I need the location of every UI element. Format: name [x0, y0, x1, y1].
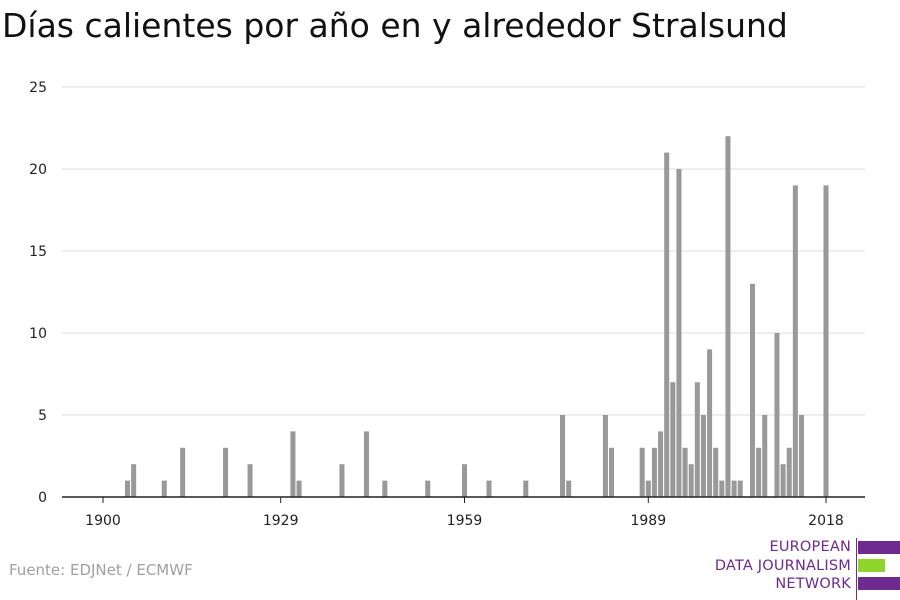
y-tick-label: 10 — [29, 326, 47, 342]
logo-line-3: NETWORK — [775, 576, 851, 592]
bar — [609, 447, 615, 497]
bar — [786, 447, 792, 497]
bar — [676, 169, 682, 497]
bar — [296, 480, 302, 497]
logo-line-2: DATA JOURNALISM — [714, 557, 851, 574]
bar — [700, 415, 706, 497]
bar — [792, 185, 798, 497]
bar — [363, 431, 369, 497]
bar-chart: 0 5 10 15 20 25 1900 1929 1959 1989 2018 — [29, 80, 865, 529]
bar — [486, 480, 492, 497]
bar-series — [124, 136, 829, 497]
bar — [645, 480, 651, 497]
bar — [658, 431, 664, 497]
edjnet-logo: EUROPEAN DATA JOURNALISM NETWORK — [690, 538, 900, 600]
bar — [670, 382, 676, 497]
bar — [780, 464, 786, 497]
bar — [719, 480, 725, 497]
bar — [247, 464, 253, 497]
y-tick-label: 0 — [38, 490, 47, 506]
bar — [131, 464, 137, 497]
logo-line-1: EUROPEAN — [769, 539, 851, 555]
bar — [725, 136, 731, 497]
bar — [560, 415, 566, 497]
bar — [461, 464, 468, 497]
bar — [339, 464, 345, 497]
logo-bar-purple-top — [858, 541, 900, 554]
bar — [223, 447, 229, 497]
logo-text: EUROPEAN DATA JOURNALISM NETWORK — [715, 538, 851, 594]
bar — [762, 415, 768, 497]
x-axis-labels: 1900 1929 1959 1989 2018 — [85, 513, 844, 529]
logo-bar-purple-bottom — [858, 577, 900, 590]
bar — [749, 283, 755, 497]
bar — [425, 480, 431, 497]
x-tick-label: 1929 — [263, 513, 299, 529]
x-axis — [62, 496, 865, 503]
bar — [688, 464, 694, 497]
bar — [707, 349, 713, 497]
bar — [382, 480, 388, 497]
bar — [290, 431, 296, 497]
bar — [713, 447, 719, 497]
bar — [664, 152, 670, 497]
bar — [774, 333, 780, 497]
bar — [731, 480, 737, 497]
gridlines — [62, 86, 865, 416]
y-tick-label: 20 — [29, 162, 47, 178]
bar — [161, 480, 167, 497]
y-tick-label: 15 — [29, 244, 47, 260]
bar — [737, 480, 743, 497]
x-tick-label: 1959 — [447, 513, 483, 529]
x-tick-label: 1900 — [85, 513, 121, 529]
y-tick-label: 5 — [38, 408, 47, 424]
bar — [180, 447, 186, 497]
logo-divider — [856, 538, 857, 600]
bar — [523, 480, 529, 497]
bar — [682, 447, 688, 497]
source-note: Fuente: EDJNet / ECMWF — [9, 561, 193, 579]
bar — [798, 415, 805, 497]
chart-title: Días calientes por año en y alrededor St… — [2, 6, 788, 45]
x-tick-label: 2018 — [808, 513, 844, 529]
bar — [639, 447, 645, 497]
y-axis-labels: 0 5 10 15 20 25 — [29, 80, 47, 506]
bar — [651, 447, 657, 497]
y-tick-label: 25 — [29, 80, 47, 96]
x-tick-label: 1989 — [630, 513, 666, 529]
bar — [602, 415, 608, 497]
bar — [823, 185, 829, 497]
bar — [756, 447, 762, 497]
bar — [124, 480, 131, 497]
logo-bar-green — [858, 559, 885, 572]
bar — [566, 480, 572, 497]
bar — [694, 382, 700, 497]
